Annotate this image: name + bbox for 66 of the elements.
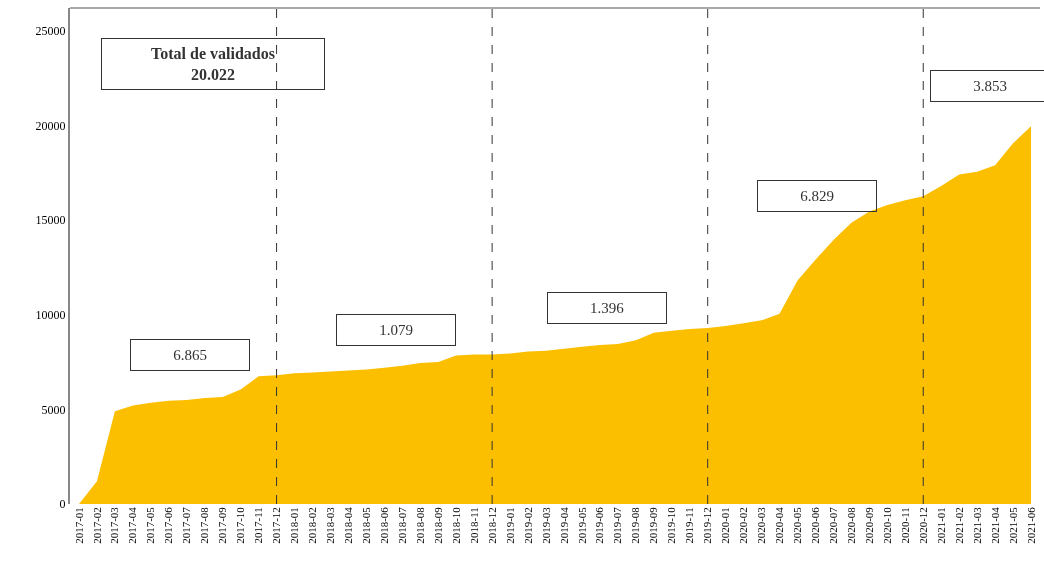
x-tick-label: 2020-01 <box>719 507 732 544</box>
x-tick-label: 2019-07 <box>611 506 624 544</box>
annotation: 3.853 <box>973 78 1007 94</box>
x-tick-label: 2018-08 <box>413 506 426 544</box>
x-tick-label: 2017-03 <box>108 506 121 544</box>
annotation: 6.865 <box>173 347 207 363</box>
y-tick-label: 25000 <box>35 23 66 38</box>
x-tick-label: 2019-08 <box>629 506 642 544</box>
y-tick-label: 5000 <box>41 402 66 417</box>
x-tick-label: 2017-05 <box>144 506 157 544</box>
x-tick-label: 2017-06 <box>162 506 175 544</box>
x-tick-label: 2019-06 <box>593 506 606 544</box>
x-tick-label: 2017-11 <box>252 507 265 544</box>
y-tick-label: 20000 <box>35 118 66 133</box>
x-tick-label: 2018-03 <box>324 506 337 544</box>
x-tick-label: 2017-12 <box>270 507 283 544</box>
x-tick-label: 2017-07 <box>180 506 193 544</box>
x-tick-label: 2017-08 <box>198 506 211 544</box>
y-tick-label: 0 <box>59 497 66 512</box>
x-tick-label: 2021-01 <box>934 507 947 544</box>
x-tick-label: 2018-11 <box>467 507 480 544</box>
x-tick-label: 2020-07 <box>827 506 840 544</box>
x-tick-label: 2017-04 <box>126 506 139 544</box>
x-tick-label: 2020-12 <box>916 507 929 544</box>
x-tick-label: 2019-03 <box>539 506 552 544</box>
x-tick-label: 2020-11 <box>898 507 911 544</box>
x-tick-label: 2021-02 <box>952 507 965 544</box>
x-tick-label: 2018-04 <box>342 506 355 544</box>
x-tick-label: 2018-05 <box>359 506 372 544</box>
annotation: 1.079 <box>379 322 413 338</box>
x-tick-label: 2021-03 <box>970 506 983 544</box>
x-tick-label: 2021-04 <box>988 506 1001 544</box>
x-tick-label: 2018-10 <box>449 506 462 544</box>
y-tick-label: 10000 <box>35 307 66 322</box>
x-tick-label: 2017-02 <box>90 507 103 544</box>
x-tick-label: 2020-04 <box>773 506 786 544</box>
x-tick-label: 2018-06 <box>377 506 390 544</box>
x-tick-label: 2019-11 <box>683 507 696 544</box>
x-tick-label: 2020-02 <box>737 507 750 544</box>
x-tick-label: 2021-06 <box>1024 506 1037 544</box>
x-tick-label: 2018-07 <box>395 506 408 544</box>
y-tick-label: 15000 <box>35 213 66 228</box>
annotation: Total de validados 20.022 <box>151 45 275 83</box>
annotation: 1.396 <box>589 300 625 316</box>
annotation: 6.829 <box>800 188 834 204</box>
x-tick-label: 2019-05 <box>575 506 588 544</box>
x-tick-label: 2019-09 <box>647 506 660 544</box>
x-tick-label: 2018-12 <box>485 507 498 544</box>
x-tick-label: 2019-01 <box>503 507 516 544</box>
x-tick-label: 2018-02 <box>306 507 319 544</box>
x-tick-label: 2017-09 <box>216 506 229 544</box>
x-tick-label: 2019-04 <box>557 506 570 544</box>
x-tick-label: 2020-03 <box>755 506 768 544</box>
x-tick-label: 2020-08 <box>844 506 857 544</box>
x-tick-label: 2020-05 <box>791 506 804 544</box>
x-tick-label: 2019-12 <box>701 507 714 544</box>
x-tick-label: 2019-10 <box>665 506 678 544</box>
x-tick-label: 2020-06 <box>809 506 822 544</box>
x-tick-label: 2018-01 <box>288 507 301 544</box>
x-tick-label: 2021-05 <box>1006 506 1019 544</box>
x-tick-label: 2017-01 <box>72 507 85 544</box>
x-tick-label: 2018-09 <box>431 506 444 544</box>
x-tick-label: 2019-02 <box>521 507 534 544</box>
x-tick-label: 2020-09 <box>862 506 875 544</box>
x-tick-label: 2017-10 <box>234 506 247 544</box>
x-tick-label: 2020-10 <box>880 506 893 544</box>
